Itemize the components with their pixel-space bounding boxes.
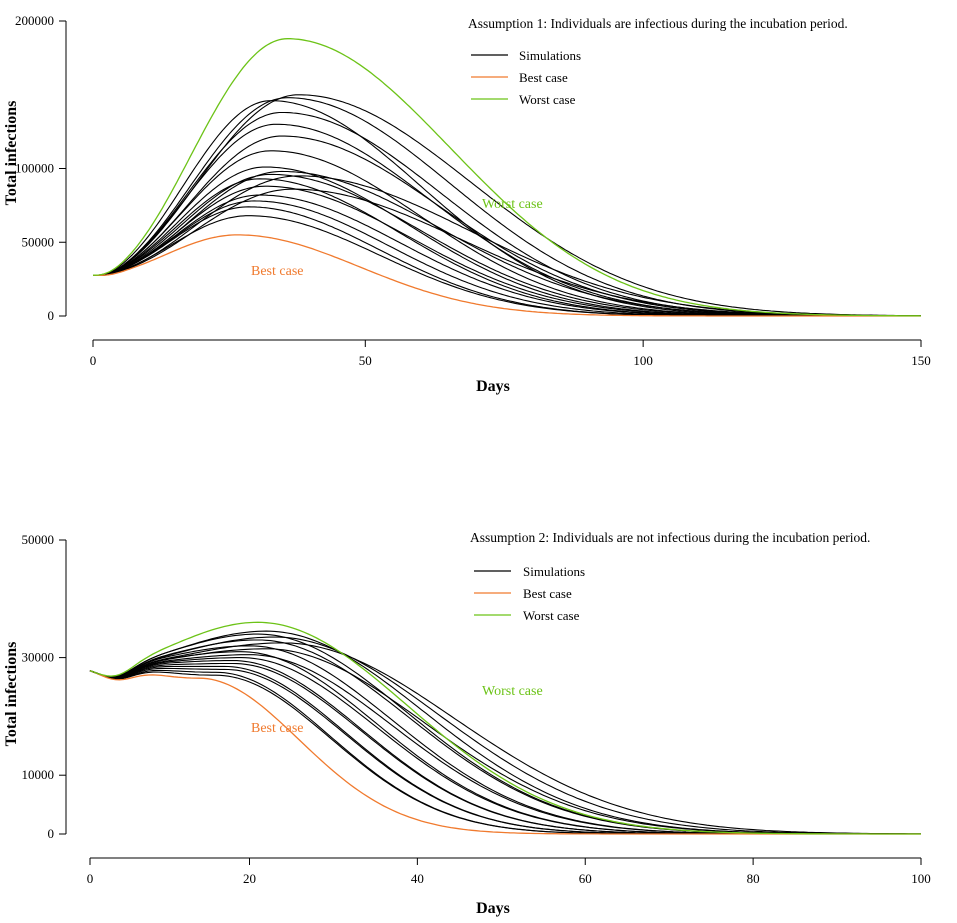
legend-label-worst: Worst case <box>519 92 576 107</box>
simulation-line <box>89 648 921 835</box>
simulation-line <box>92 173 921 317</box>
x-tick-label: 0 <box>87 871 94 886</box>
y-tick-label: 50000 <box>22 532 55 547</box>
legend: Simulations Best case Worst case <box>471 48 581 107</box>
y-axis-title: Total infections <box>3 101 20 206</box>
simulation-line <box>93 135 921 317</box>
legend: Simulations Best case Worst case <box>474 564 585 623</box>
legend-label-simulations: Simulations <box>519 48 581 63</box>
y-axis-title: Total infections <box>3 642 20 747</box>
x-tick-label: 100 <box>633 353 653 368</box>
series-layer <box>92 38 922 317</box>
simulation-line <box>93 150 921 317</box>
plot-title: Assumption 1: Individuals are infectious… <box>468 16 848 31</box>
y-tick-label: 0 <box>48 308 55 323</box>
annotation-best-case: Best case <box>251 264 303 279</box>
best-case-line <box>92 234 921 317</box>
y-tick-label: 30000 <box>22 650 55 665</box>
x-tick-label: 20 <box>243 871 256 886</box>
simulation-line <box>89 630 921 835</box>
x-tick-label: 0 <box>90 353 97 368</box>
annotation-worst-case: Worst case <box>482 197 543 212</box>
simulation-line <box>92 188 921 317</box>
tick-layer: 0 50 100 150 0 50000 100000 200000 <box>15 13 931 368</box>
x-tick-label: 150 <box>911 353 931 368</box>
x-tick-label: 80 <box>747 871 760 886</box>
plot-frame <box>66 10 954 340</box>
annotation-best-case: Best case <box>251 721 303 736</box>
y-tick-label: 50000 <box>22 234 55 249</box>
simulation-line <box>92 200 921 317</box>
annotation-worst-case: Worst case <box>482 684 543 699</box>
plot-title: Assumption 2: Individuals are not infect… <box>470 530 870 545</box>
simulation-line <box>89 651 921 835</box>
chart-panel-assumption-1: 0 50 100 150 0 50000 100000 200000 Assumption 1… <box>3 10 954 395</box>
simulation-line <box>92 170 921 317</box>
x-axis-title: Days <box>476 900 510 917</box>
simulation-line <box>89 645 921 835</box>
y-tick-label: 0 <box>48 826 55 841</box>
legend-label-best: Best case <box>519 70 568 85</box>
legend-label-best: Best case <box>523 586 572 601</box>
legend-label-simulations: Simulations <box>523 564 585 579</box>
y-tick-label: 200000 <box>15 13 54 28</box>
x-tick-label: 100 <box>911 871 931 886</box>
worst-case-line <box>89 621 921 835</box>
x-axis-title: Days <box>476 378 510 395</box>
chart-panel-assumption-2: 0 20 40 60 80 100 0 10000 30000 50000 Assumption … <box>3 530 931 917</box>
x-tick-label: 40 <box>411 871 424 886</box>
series-layer <box>89 621 921 835</box>
y-tick-label: 100000 <box>15 161 54 176</box>
x-tick-label: 60 <box>579 871 592 886</box>
simulation-line <box>89 636 921 835</box>
simulation-line <box>92 206 921 317</box>
simulation-line <box>93 94 921 317</box>
y-tick-label: 10000 <box>22 767 55 782</box>
legend-label-worst: Worst case <box>523 608 580 623</box>
worst-case-line <box>93 38 922 317</box>
simulation-line <box>93 111 921 317</box>
tick-layer: 0 20 40 60 80 100 0 10000 30000 50000 <box>22 532 931 886</box>
x-tick-label: 50 <box>359 353 372 368</box>
simulation-line <box>89 642 921 835</box>
